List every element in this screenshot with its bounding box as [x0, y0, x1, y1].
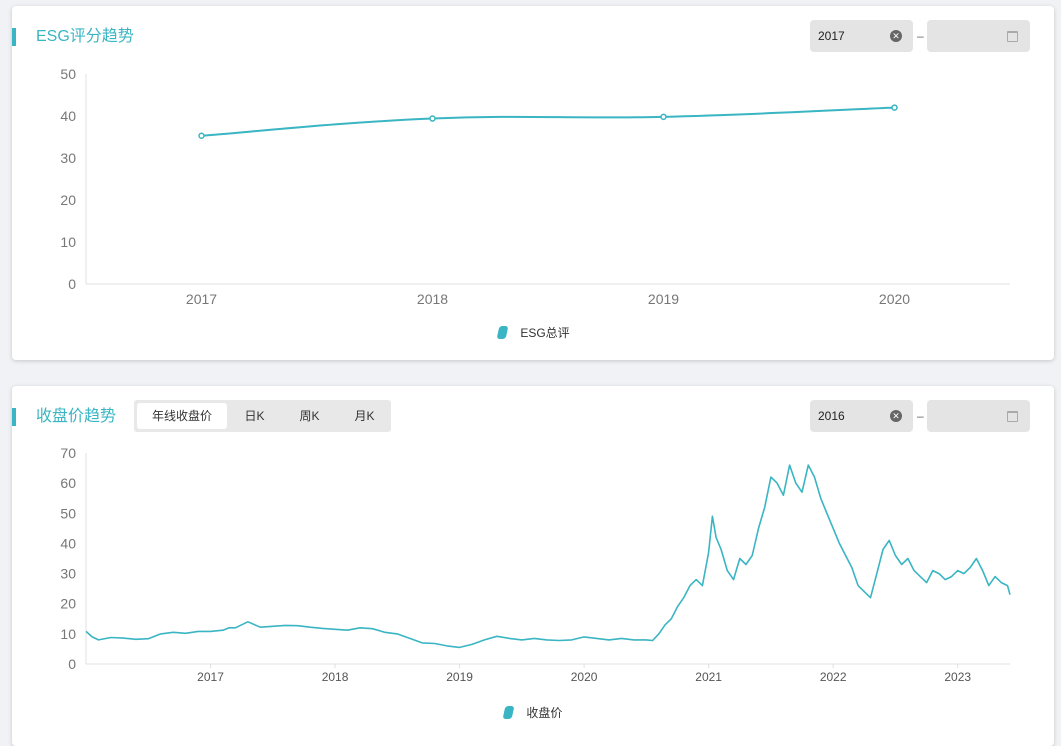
- legend-marker-icon: [496, 326, 509, 339]
- x-tick-label: 2023: [944, 670, 971, 684]
- x-tick-label: 2020: [879, 291, 910, 307]
- kline-tab-group: 年线收盘价 日K 周K 月K: [134, 400, 391, 432]
- y-tick-label: 10: [60, 234, 76, 250]
- esg-line-chart: 0 10 20 30 40 50 2017 2018 2019 2020: [60, 66, 1010, 307]
- x-tick-label: 2021: [695, 670, 722, 684]
- x-tick-label: 2018: [322, 670, 349, 684]
- esg-series-line: [201, 106, 895, 137]
- tab-weekly-k[interactable]: 周K: [299, 409, 320, 423]
- price-start-year-value: 2016: [818, 409, 845, 423]
- x-tick-label: 2019: [446, 670, 473, 684]
- legend-marker-icon: [502, 706, 515, 719]
- y-tick-label: 50: [60, 505, 76, 521]
- y-tick-label: 60: [60, 475, 76, 491]
- close-price-series-line: [85, 464, 1011, 649]
- y-tick-label: 20: [60, 596, 76, 612]
- tab-annual-close[interactable]: 年线收盘价: [137, 403, 227, 429]
- x-tick-label: 2022: [820, 670, 847, 684]
- tab-monthly-k[interactable]: 月K: [354, 409, 375, 423]
- esg-start-year-picker[interactable]: 2017 ✕: [810, 20, 913, 52]
- y-tick-label: 30: [60, 150, 76, 166]
- price-start-year-picker[interactable]: 2016 ✕: [810, 400, 913, 432]
- esg-legend-label: ESG总评: [520, 326, 570, 340]
- y-tick-label: 30: [60, 566, 76, 582]
- esg-data-point: [660, 113, 667, 121]
- clear-icon[interactable]: ✕: [890, 30, 902, 42]
- esg-data-point: [891, 104, 898, 111]
- tab-daily-k[interactable]: 日K: [244, 409, 265, 423]
- y-tick-label: 10: [60, 626, 76, 642]
- calendar-icon: [1007, 31, 1018, 42]
- x-tick-label: 2018: [417, 291, 448, 307]
- price-legend[interactable]: 收盘价: [502, 704, 563, 720]
- y-tick-label: 70: [60, 445, 76, 461]
- x-tick-label: 2020: [571, 670, 598, 684]
- esg-start-year-value: 2017: [818, 29, 845, 43]
- title-accent-bar: [12, 408, 16, 426]
- y-tick-label: 0: [68, 276, 76, 292]
- y-tick-label: 50: [60, 66, 76, 82]
- y-tick-label: 40: [60, 535, 76, 551]
- x-tick-label: 2017: [197, 670, 224, 684]
- price-end-year-picker[interactable]: [927, 400, 1030, 432]
- x-tick-label: 2017: [186, 291, 217, 307]
- esg-end-year-picker[interactable]: [927, 20, 1030, 52]
- esg-panel-title: ESG评分趋势: [36, 28, 134, 45]
- close-price-line-chart: 0 10 20 30 40 50 60 70 2017 2018 2019 2020 2021 2022 2…: [60, 445, 1011, 684]
- calendar-icon: [1007, 411, 1018, 422]
- price-panel-title: 收盘价趋势: [36, 408, 117, 425]
- date-range-separator: –: [917, 409, 924, 423]
- title-accent-bar: [12, 28, 16, 46]
- esg-legend[interactable]: ESG总评: [496, 324, 570, 340]
- close-price-trend-panel: 收盘价趋势 年线收盘价 日K 周K 月K 2016 ✕ – 0 10 20 30 40 5…: [12, 386, 1054, 746]
- y-tick-label: 20: [60, 192, 76, 208]
- esg-trend-panel: ESG评分趋势 2017 ✕ – 0 10 20 30 40 50 2017 2018 2019…: [12, 6, 1054, 360]
- esg-data-point: [198, 132, 205, 139]
- y-tick-label: 0: [68, 656, 76, 672]
- y-tick-label: 40: [60, 108, 76, 124]
- date-range-separator: –: [917, 29, 924, 43]
- price-legend-label: 收盘价: [526, 706, 563, 720]
- x-tick-label: 2019: [648, 291, 679, 307]
- clear-icon[interactable]: ✕: [890, 410, 902, 422]
- esg-data-point: [429, 115, 436, 122]
